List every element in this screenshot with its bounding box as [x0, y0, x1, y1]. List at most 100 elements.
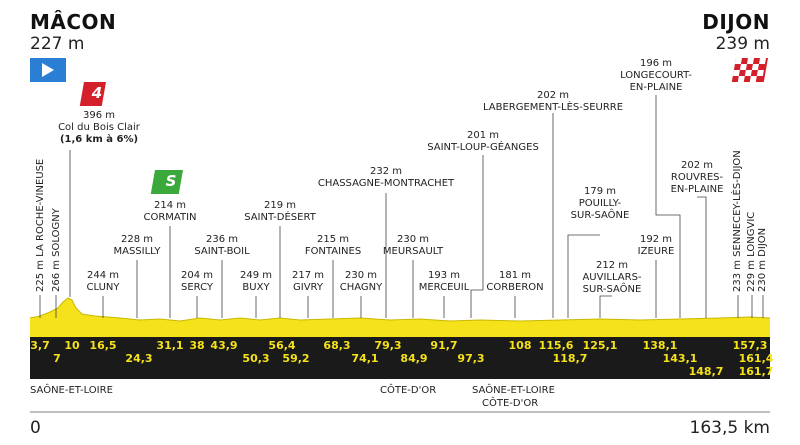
place-cluny-alt: 244 m [86, 270, 120, 281]
finish-city: DIJON [702, 10, 770, 34]
place-sennecey: 233 m SENNECEY-LÈS-DIJON [732, 150, 743, 292]
start-flag-icon [30, 58, 66, 82]
place-saint-boil: SAINT-BOIL [194, 246, 250, 257]
place-corberon: CORBERON [486, 282, 544, 293]
place-la-roche-vineuse: 225 m LA ROCHE-VINEUSE [35, 158, 46, 292]
place-givry: GIVRY [293, 282, 323, 293]
place-dijon: 230 m DIJON [757, 227, 768, 292]
place-longecourt-alt: 196 m [639, 58, 673, 69]
km-157-3: 157,3 [732, 339, 768, 352]
place-izeure: IZEURE [637, 246, 675, 257]
region-cote-dor-2: CÔTE-D'OR [482, 398, 539, 409]
km-16-5: 16,5 [89, 339, 117, 352]
km-125-1: 125,1 [582, 339, 618, 352]
km-79-3: 79,3 [374, 339, 402, 352]
km-56-4: 56,4 [268, 339, 296, 352]
km-50-3: 50,3 [242, 352, 270, 365]
km-108: 108 [508, 339, 532, 352]
place-pouilly-1: POUILLY- [578, 198, 622, 209]
place-izeure-alt: 192 m [639, 234, 673, 245]
place-sologny: 266 m SOLOGNY [51, 208, 62, 292]
km-118-7: 118,7 [552, 352, 588, 365]
place-auvillars-2: SUR-SAÔNE [582, 284, 642, 295]
place-merceuil: MERCEUIL [418, 282, 470, 293]
start-city: MÂCON [30, 10, 117, 34]
profile-outline [29, 297, 771, 322]
finish-altitude: 239 m [715, 34, 770, 54]
start-altitude: 227 m [30, 34, 85, 54]
sprint-label: S [165, 172, 177, 190]
km-161-4: 161,4 [738, 352, 774, 365]
place-chassagne: CHASSAGNE-MONTRACHET [317, 178, 455, 189]
climb-name: Col du Bois Clair [58, 122, 140, 133]
place-cluny: CLUNY [86, 282, 120, 293]
start-km: 0 [30, 418, 41, 438]
km-68-3: 68,3 [323, 339, 351, 352]
place-saint-desert-alt: 219 m [263, 200, 297, 211]
place-cormatin-alt: 214 m [153, 200, 187, 211]
place-chagny: CHAGNY [339, 282, 383, 293]
distance-band [30, 337, 770, 379]
region-saone-et-loire-2: SAÔNE-ET-LOIRE [472, 385, 555, 396]
sprint-badge [150, 170, 183, 194]
place-massilly: MASSILLY [113, 246, 161, 257]
place-pouilly-2: SUR-SAÔNE [570, 210, 630, 221]
place-merceuil-alt: 193 m [427, 270, 461, 281]
place-fontaines: FONTAINES [304, 246, 362, 257]
km-84-9: 84,9 [400, 352, 428, 365]
km-7: 7 [53, 352, 61, 365]
place-meursault: MEURSAULT [382, 246, 444, 257]
climb-detail: (1,6 km à 6%) [59, 134, 139, 145]
place-longecourt-1: LONGECOURT- [620, 70, 692, 81]
region-cote-dor-1: CÔTE-D'OR [380, 385, 437, 396]
place-rouvres-2: EN-PLAINE [670, 184, 724, 195]
place-longvic: 229 m LONGVIC [746, 211, 757, 292]
km-97-3: 97,3 [457, 352, 485, 365]
km-148-7: 148,7 [688, 365, 724, 378]
place-pouilly-alt: 179 m [583, 186, 617, 197]
place-massilly-alt: 228 m [120, 234, 154, 245]
place-chagny-alt: 230 m [344, 270, 378, 281]
climb-altitude: 396 m [82, 110, 116, 121]
place-longecourt-2: EN-PLAINE [629, 82, 683, 93]
place-buxy-alt: 249 m [239, 270, 273, 281]
place-corberon-alt: 181 m [498, 270, 532, 281]
km-115-6: 115,6 [538, 339, 574, 352]
finish-km: 163,5 km [689, 418, 770, 438]
climb-category-label: 4 [91, 84, 103, 102]
place-chassagne-alt: 232 m [369, 166, 403, 177]
place-labergement-alt: 202 m [536, 90, 570, 101]
km-31-1: 31,1 [156, 339, 184, 352]
place-fontaines-alt: 215 m [316, 234, 350, 245]
km-43-9: 43,9 [210, 339, 238, 352]
km-91-7: 91,7 [430, 339, 458, 352]
km-24-3: 24,3 [125, 352, 153, 365]
place-cormatin: CORMATIN [143, 212, 197, 223]
place-labergement: LABERGEMENT-LÈS-SEURRE [482, 102, 624, 113]
km-138-1: 138,1 [642, 339, 678, 352]
km-10: 10 [64, 339, 80, 352]
place-saint-loup-alt: 201 m [466, 130, 500, 141]
km-143-1: 143,1 [662, 352, 698, 365]
km-161-7: 161,7 [738, 365, 774, 378]
place-saint-desert: SAINT-DÉSERT [244, 212, 316, 223]
km-38: 38 [189, 339, 205, 352]
leader-lines [39, 95, 764, 318]
place-saint-loup: SAINT-LOUP-GÉANGES [427, 142, 539, 153]
place-sercy-alt: 204 m [180, 270, 214, 281]
place-meursault-alt: 230 m [396, 234, 430, 245]
place-givry-alt: 217 m [291, 270, 325, 281]
region-saone-et-loire-1: SAÔNE-ET-LOIRE [30, 385, 113, 396]
place-rouvres-alt: 202 m [680, 160, 714, 171]
place-auvillars-1: AUVILLARS- [582, 272, 642, 283]
place-rouvres-1: ROUVRES- [670, 172, 724, 183]
place-auvillars-alt: 212 m [595, 260, 629, 271]
km-74-1: 74,1 [351, 352, 379, 365]
km-59-2: 59,2 [282, 352, 310, 365]
elevation-profile [30, 298, 770, 337]
place-sercy: SERCY [180, 282, 214, 293]
finish-flag-icon [731, 58, 768, 82]
climb-category-badge [79, 82, 106, 106]
place-saint-boil-alt: 236 m [205, 234, 239, 245]
